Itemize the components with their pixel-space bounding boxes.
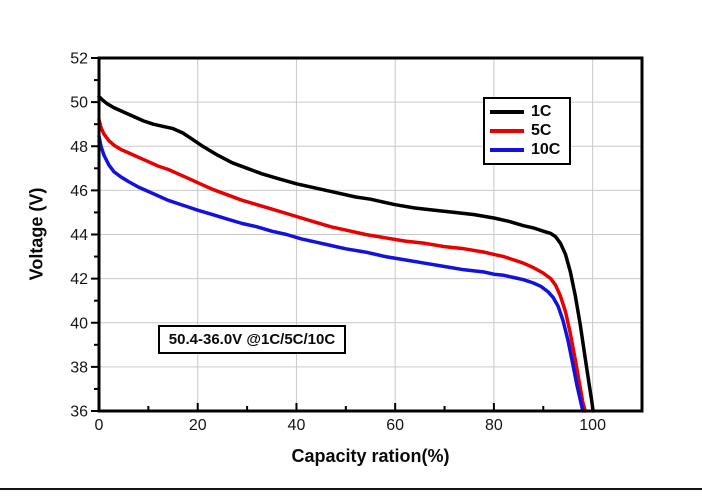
y-tick-label: 42 (70, 271, 88, 288)
legend-item-5c: 5C (490, 123, 564, 139)
x-axis-title: Capacity ration(%) (291, 446, 450, 466)
legend-label-1c: 1C (531, 103, 552, 120)
legend-line-swatch-10c (490, 148, 524, 152)
series-line-10c (97, 134, 585, 413)
x-tick-label: 20 (189, 417, 207, 434)
y-tick-label: 50 (70, 95, 88, 112)
legend-item-10c: 10C (490, 142, 564, 158)
y-tick-label: 44 (70, 227, 88, 244)
x-tick-label: 100 (579, 417, 606, 434)
x-tick-label: 80 (485, 417, 503, 434)
y-tick-label: 40 (70, 315, 88, 332)
y-tick-label: 38 (70, 359, 88, 376)
y-tick-label: 46 (70, 183, 88, 200)
legend-label-5c: 5C (531, 122, 552, 139)
y-tick-label: 48 (70, 139, 88, 156)
x-tick-label: 40 (288, 417, 306, 434)
plot-frame (97, 56, 644, 413)
legend-item-1c: 1C (490, 104, 564, 120)
y-axis-title: Voltage (V) (26, 187, 47, 281)
legend-line-swatch-5c (490, 129, 524, 133)
series-line-1c (97, 94, 595, 413)
x-tick-label: 60 (386, 417, 404, 434)
legend-box: 1C 5C 10C (483, 97, 571, 165)
y-tick-label: 36 (70, 404, 88, 421)
x-tick-label: 0 (95, 417, 104, 434)
legend-line-swatch-1c (490, 110, 524, 114)
separator-line (0, 488, 702, 490)
y-tick-label: 52 (70, 51, 88, 68)
series-line-5c (97, 118, 587, 413)
legend-label-10c: 10C (531, 141, 561, 158)
annotation-box: 50.4-36.0V @1C/5C/10C (158, 325, 346, 354)
